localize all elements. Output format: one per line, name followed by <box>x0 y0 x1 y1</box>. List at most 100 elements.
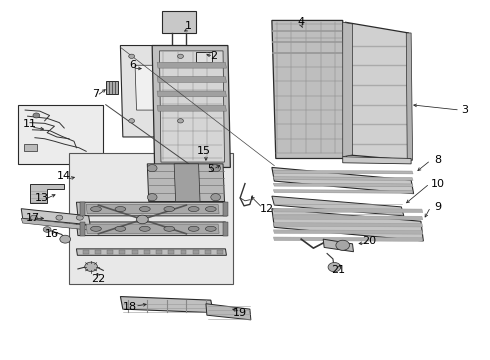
Polygon shape <box>323 239 353 252</box>
Polygon shape <box>273 237 423 241</box>
Ellipse shape <box>205 207 216 212</box>
Polygon shape <box>343 22 352 157</box>
Text: 11: 11 <box>23 120 37 129</box>
Text: 8: 8 <box>435 155 441 165</box>
Polygon shape <box>406 33 413 160</box>
Polygon shape <box>135 65 175 110</box>
Bar <box>69 153 233 284</box>
Polygon shape <box>157 91 226 97</box>
Polygon shape <box>147 164 224 202</box>
Polygon shape <box>144 250 150 254</box>
Text: 20: 20 <box>363 236 377 246</box>
Polygon shape <box>159 51 224 162</box>
Text: 9: 9 <box>435 202 441 212</box>
Text: 4: 4 <box>297 17 305 27</box>
Polygon shape <box>76 202 227 216</box>
Circle shape <box>211 165 220 172</box>
Text: 12: 12 <box>260 204 274 214</box>
Text: 19: 19 <box>233 308 247 318</box>
Polygon shape <box>157 62 226 68</box>
Polygon shape <box>80 222 85 235</box>
Polygon shape <box>206 304 251 320</box>
Circle shape <box>33 113 40 118</box>
Ellipse shape <box>188 226 199 231</box>
Polygon shape <box>157 105 226 111</box>
Circle shape <box>336 240 349 250</box>
Polygon shape <box>162 12 196 33</box>
Circle shape <box>177 119 183 123</box>
Circle shape <box>147 165 157 172</box>
Polygon shape <box>107 250 113 254</box>
Text: 14: 14 <box>57 171 71 181</box>
Ellipse shape <box>164 226 174 231</box>
Polygon shape <box>95 250 101 254</box>
Text: 2: 2 <box>210 51 217 61</box>
Polygon shape <box>86 224 219 233</box>
Polygon shape <box>21 219 90 230</box>
Circle shape <box>43 226 51 232</box>
Polygon shape <box>18 105 103 164</box>
Polygon shape <box>86 204 219 214</box>
Text: 22: 22 <box>91 274 105 284</box>
Polygon shape <box>273 208 423 213</box>
Polygon shape <box>273 170 413 174</box>
Polygon shape <box>156 250 162 254</box>
Polygon shape <box>272 209 423 241</box>
Polygon shape <box>180 250 186 254</box>
Polygon shape <box>157 77 226 82</box>
Ellipse shape <box>115 207 126 212</box>
Polygon shape <box>76 249 226 255</box>
Circle shape <box>56 215 63 220</box>
Polygon shape <box>273 183 413 187</box>
Polygon shape <box>273 223 423 227</box>
Polygon shape <box>30 184 64 203</box>
Polygon shape <box>273 216 423 220</box>
Text: 18: 18 <box>123 302 137 312</box>
Text: 3: 3 <box>462 105 468 115</box>
Circle shape <box>129 119 135 123</box>
Circle shape <box>137 215 148 224</box>
Ellipse shape <box>164 207 174 212</box>
Circle shape <box>147 194 157 201</box>
Polygon shape <box>205 250 211 254</box>
Polygon shape <box>121 297 213 313</box>
Text: 17: 17 <box>25 213 40 222</box>
Polygon shape <box>21 209 90 225</box>
Polygon shape <box>272 21 346 158</box>
Polygon shape <box>345 22 411 160</box>
Circle shape <box>211 194 220 201</box>
Ellipse shape <box>115 226 126 231</box>
Polygon shape <box>193 250 198 254</box>
Ellipse shape <box>205 226 216 231</box>
Polygon shape <box>174 164 200 202</box>
Polygon shape <box>272 167 414 194</box>
Polygon shape <box>106 81 118 94</box>
Polygon shape <box>24 144 37 151</box>
Polygon shape <box>80 202 85 216</box>
Text: 7: 7 <box>93 89 99 99</box>
Polygon shape <box>272 196 404 216</box>
Polygon shape <box>132 250 138 254</box>
Polygon shape <box>273 177 413 180</box>
Ellipse shape <box>91 207 101 212</box>
Text: 21: 21 <box>331 265 345 275</box>
Ellipse shape <box>140 207 150 212</box>
Polygon shape <box>152 45 230 167</box>
Text: 6: 6 <box>129 60 136 70</box>
Polygon shape <box>223 202 228 216</box>
Polygon shape <box>223 222 228 235</box>
Circle shape <box>60 235 71 243</box>
Ellipse shape <box>140 226 150 231</box>
Text: 16: 16 <box>45 229 59 239</box>
Circle shape <box>177 54 183 58</box>
Polygon shape <box>217 250 223 254</box>
Text: 5: 5 <box>207 164 214 174</box>
Polygon shape <box>83 250 89 254</box>
Polygon shape <box>196 51 212 62</box>
Polygon shape <box>168 250 174 254</box>
Text: 15: 15 <box>196 146 211 156</box>
Polygon shape <box>273 190 413 193</box>
Polygon shape <box>121 45 186 137</box>
Circle shape <box>129 54 135 58</box>
Polygon shape <box>343 157 411 164</box>
